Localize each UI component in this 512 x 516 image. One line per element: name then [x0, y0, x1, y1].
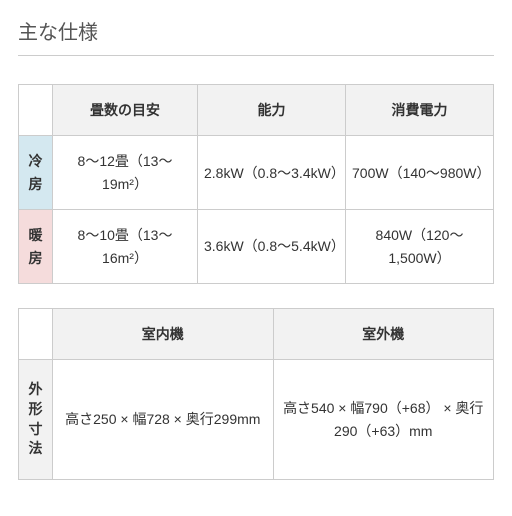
table-row: 外形寸法 高さ250 × 幅728 × 奥行299mm 高さ540 × 幅790… [19, 360, 494, 479]
dimensions-outdoor: 高さ540 × 幅790（+68） × 奥行290（+63）mm [273, 360, 493, 479]
header-tatami: 畳数の目安 [53, 85, 198, 136]
table-row: 冷房 8〜12畳（13〜19m²） 2.8kW（0.8〜3.4kW） 700W（… [19, 136, 494, 210]
heating-tatami: 8〜10畳（13〜16m²） [53, 210, 198, 284]
row-label-dimensions: 外形寸法 [19, 360, 53, 479]
specs-table-dimensions: 室内機 室外機 外形寸法 高さ250 × 幅728 × 奥行299mm 高さ54… [18, 308, 494, 480]
heating-capacity: 3.6kW（0.8〜5.4kW） [198, 210, 346, 284]
row-label-cooling: 冷房 [19, 136, 53, 210]
table-row: 暖房 8〜10畳（13〜16m²） 3.6kW（0.8〜5.4kW） 840W（… [19, 210, 494, 284]
header-indoor: 室内機 [53, 308, 273, 359]
header-power: 消費電力 [346, 85, 494, 136]
row-label-heating: 暖房 [19, 210, 53, 284]
dimensions-indoor: 高さ250 × 幅728 × 奥行299mm [53, 360, 273, 479]
header-outdoor: 室外機 [273, 308, 493, 359]
cooling-power: 700W（140〜980W） [346, 136, 494, 210]
cooling-capacity: 2.8kW（0.8〜3.4kW） [198, 136, 346, 210]
table-header-row: 畳数の目安 能力 消費電力 [19, 85, 494, 136]
corner-cell [19, 85, 53, 136]
header-capacity: 能力 [198, 85, 346, 136]
corner-cell [19, 308, 53, 359]
table-header-row: 室内機 室外機 [19, 308, 494, 359]
section-title: 主な仕様 [18, 12, 494, 56]
specs-table-main: 畳数の目安 能力 消費電力 冷房 8〜12畳（13〜19m²） 2.8kW（0.… [18, 84, 494, 284]
heating-power: 840W（120〜1,500W） [346, 210, 494, 284]
cooling-tatami: 8〜12畳（13〜19m²） [53, 136, 198, 210]
